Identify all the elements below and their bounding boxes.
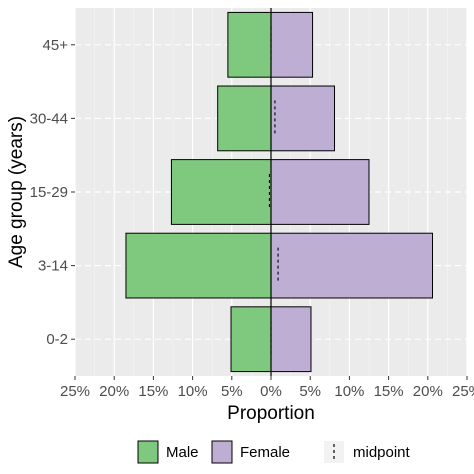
legend-key-male [137, 440, 159, 464]
y-tick-label: 45+ [43, 37, 69, 54]
bar-female-0-2 [270, 306, 312, 373]
y-axis: 0-2 3-14 15-29 30-44 45+ [30, 37, 75, 348]
y-tick-label: 0-2 [46, 331, 68, 348]
legend: Male Female midpoint [137, 440, 411, 464]
bars [125, 11, 434, 373]
x-tick-label: 20% [99, 383, 129, 400]
legend-label-male: Male [166, 444, 199, 461]
x-tick-label: 0% [260, 383, 282, 400]
x-tick-label: 10% [334, 383, 364, 400]
y-axis-title: Age group (years) [6, 116, 27, 268]
bar-female-30-44 [270, 85, 336, 152]
x-axis-title: Proportion [227, 403, 315, 424]
bar-male-30-44 [217, 85, 272, 152]
bar-female-45+ [270, 11, 314, 78]
x-tick-label: 25% [60, 383, 90, 400]
y-tick-label: 15-29 [30, 184, 68, 201]
y-tick-label: 30-44 [30, 110, 68, 127]
x-tick-label: 10% [178, 383, 208, 400]
x-tick-label: 20% [413, 383, 443, 400]
bar-female-3-14 [270, 232, 434, 299]
x-tick-label: 5% [299, 383, 321, 400]
bar-male-3-14 [125, 232, 272, 299]
x-tick-label: 15% [374, 383, 404, 400]
bar-male-15-29 [170, 159, 272, 225]
bar-male-45+ [227, 11, 272, 78]
x-tick-label: 25% [452, 383, 474, 400]
legend-label-female: Female [240, 444, 290, 461]
y-tick-label: 3-14 [38, 258, 68, 275]
x-tick-label: 15% [138, 383, 168, 400]
bar-female-15-29 [270, 159, 370, 225]
x-tick-label: 5% [221, 383, 243, 400]
x-axis: 25% 20% 15% 10% 5% 0% 5% 10% 15% 20% 25% [60, 376, 474, 400]
bar-male-0-2 [230, 306, 272, 373]
legend-key-female [211, 440, 233, 464]
legend-label-midpoint: midpoint [353, 444, 411, 461]
